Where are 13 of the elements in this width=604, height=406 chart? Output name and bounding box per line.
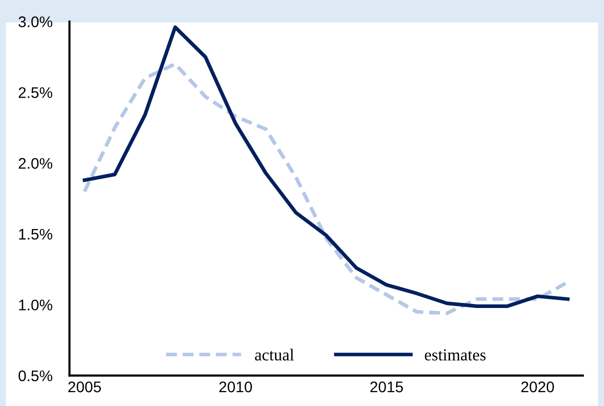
y-tick-label: 1.5% [19,228,52,240]
x-tick-label: 2015 [370,382,403,392]
x-tick-label: 2020 [521,382,554,392]
y-tick-label: 0.5% [18,370,52,382]
x-tick-label: 2005 [68,382,101,392]
x-tick-label: 2010 [219,382,252,392]
legend-label: actual [255,348,294,360]
y-tick-label: 3.0% [18,16,52,28]
line-series [82,25,570,308]
legend-label: estimates [424,349,486,360]
y-tick-label: 1.0% [19,300,52,310]
y-tick-label: 2.0% [18,158,52,169]
y-tick-label: 2.5% [18,87,52,98]
